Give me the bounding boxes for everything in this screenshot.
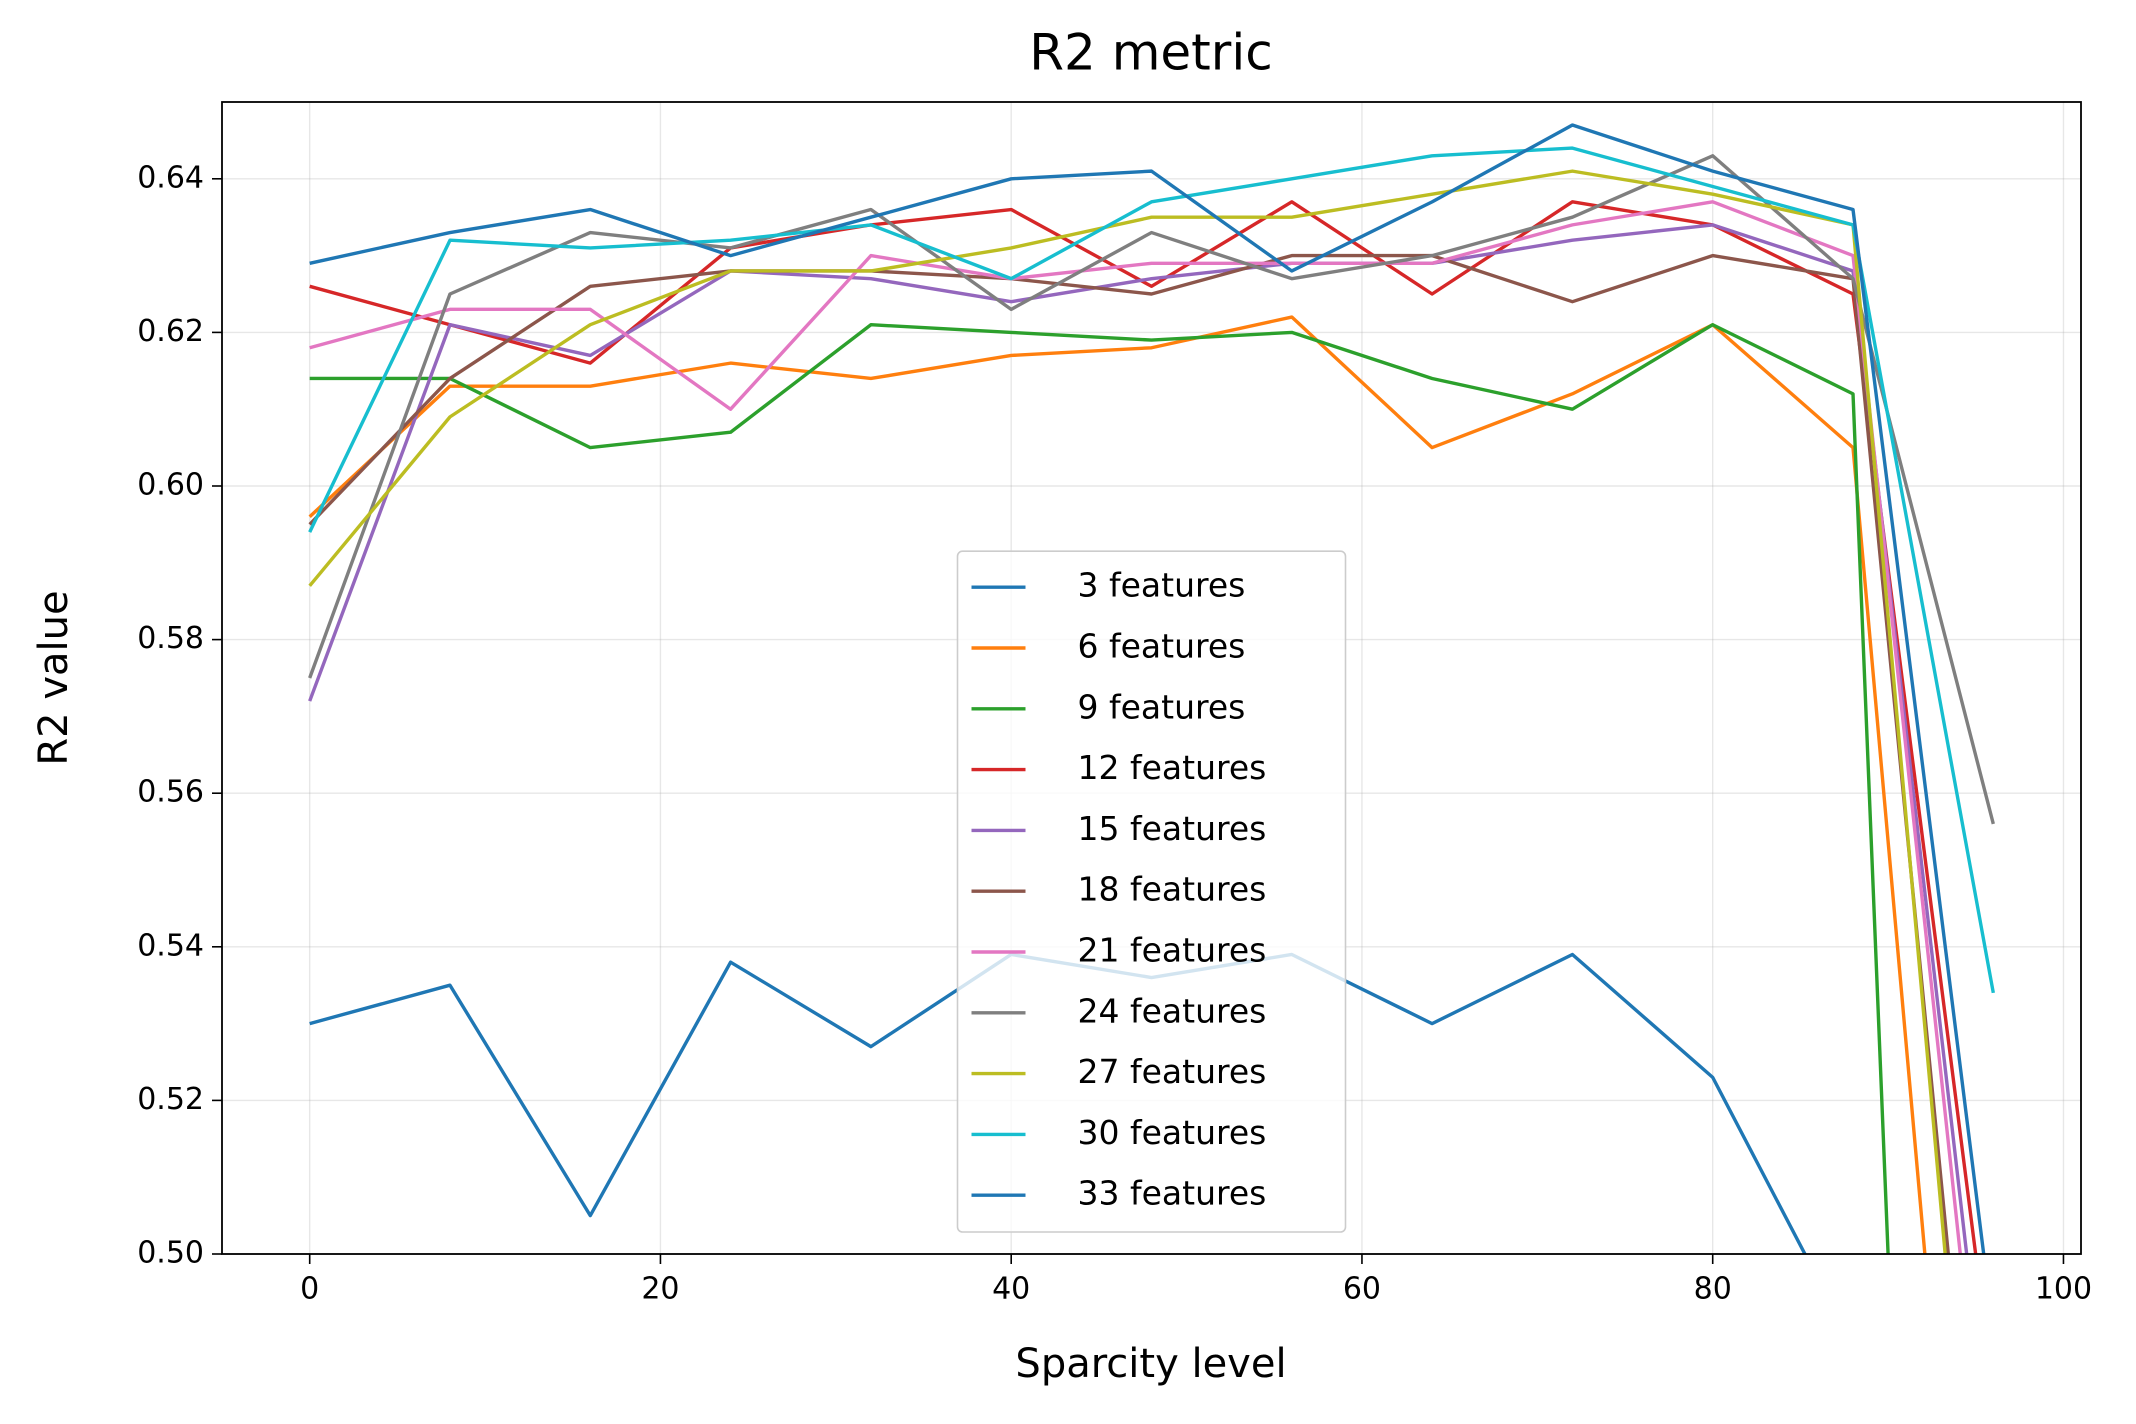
y-tick-label: 0.64 bbox=[137, 160, 204, 195]
series-line bbox=[308, 169, 1947, 1254]
series-line bbox=[308, 253, 1951, 1254]
x-tick-label: 100 bbox=[2035, 1272, 2092, 1307]
series-line bbox=[309, 200, 1963, 1254]
legend-label: 9 features bbox=[1078, 687, 1246, 726]
x-tick-label: 40 bbox=[992, 1272, 1030, 1307]
axes-frame bbox=[221, 101, 2082, 1255]
x-tick-label: 0 bbox=[300, 1272, 319, 1307]
x-tick-label: 80 bbox=[1694, 1272, 1732, 1307]
legend-label: 3 features bbox=[1078, 566, 1246, 605]
legend-label: 18 features bbox=[1078, 870, 1267, 909]
y-tick-label: 0.62 bbox=[137, 314, 204, 349]
y-tick-label: 0.56 bbox=[137, 775, 204, 810]
legend-label: 12 features bbox=[1078, 748, 1267, 787]
series-line bbox=[308, 223, 1969, 1254]
x-tick-label: 20 bbox=[641, 1272, 679, 1307]
legend-label: 6 features bbox=[1078, 627, 1246, 666]
y-axis-label: R2 value bbox=[31, 590, 77, 765]
legend-box bbox=[956, 550, 1347, 1233]
series-line bbox=[309, 323, 1890, 1254]
x-axis-label: Sparcity level bbox=[1015, 1341, 1286, 1387]
y-tick-label: 0.60 bbox=[137, 468, 204, 503]
chart-title: R2 metric bbox=[1029, 24, 1272, 82]
legend-label: 27 features bbox=[1078, 1052, 1267, 1091]
y-tick-label: 0.50 bbox=[137, 1236, 204, 1271]
series-line bbox=[308, 146, 1995, 994]
legend-label: 24 features bbox=[1078, 991, 1267, 1030]
series-line bbox=[309, 123, 1986, 1254]
y-tick-label: 0.54 bbox=[137, 928, 204, 963]
x-tick-label: 60 bbox=[1343, 1272, 1381, 1307]
legend-label: 30 features bbox=[1078, 1113, 1267, 1152]
y-tick-label: 0.58 bbox=[137, 621, 204, 656]
plot-area bbox=[308, 123, 1995, 1254]
legend-label: 21 features bbox=[1078, 931, 1267, 970]
series-line bbox=[308, 154, 1995, 825]
legend-label: 15 features bbox=[1078, 809, 1267, 848]
y-tick-label: 0.52 bbox=[137, 1082, 204, 1117]
legend-label: 33 features bbox=[1078, 1174, 1267, 1213]
